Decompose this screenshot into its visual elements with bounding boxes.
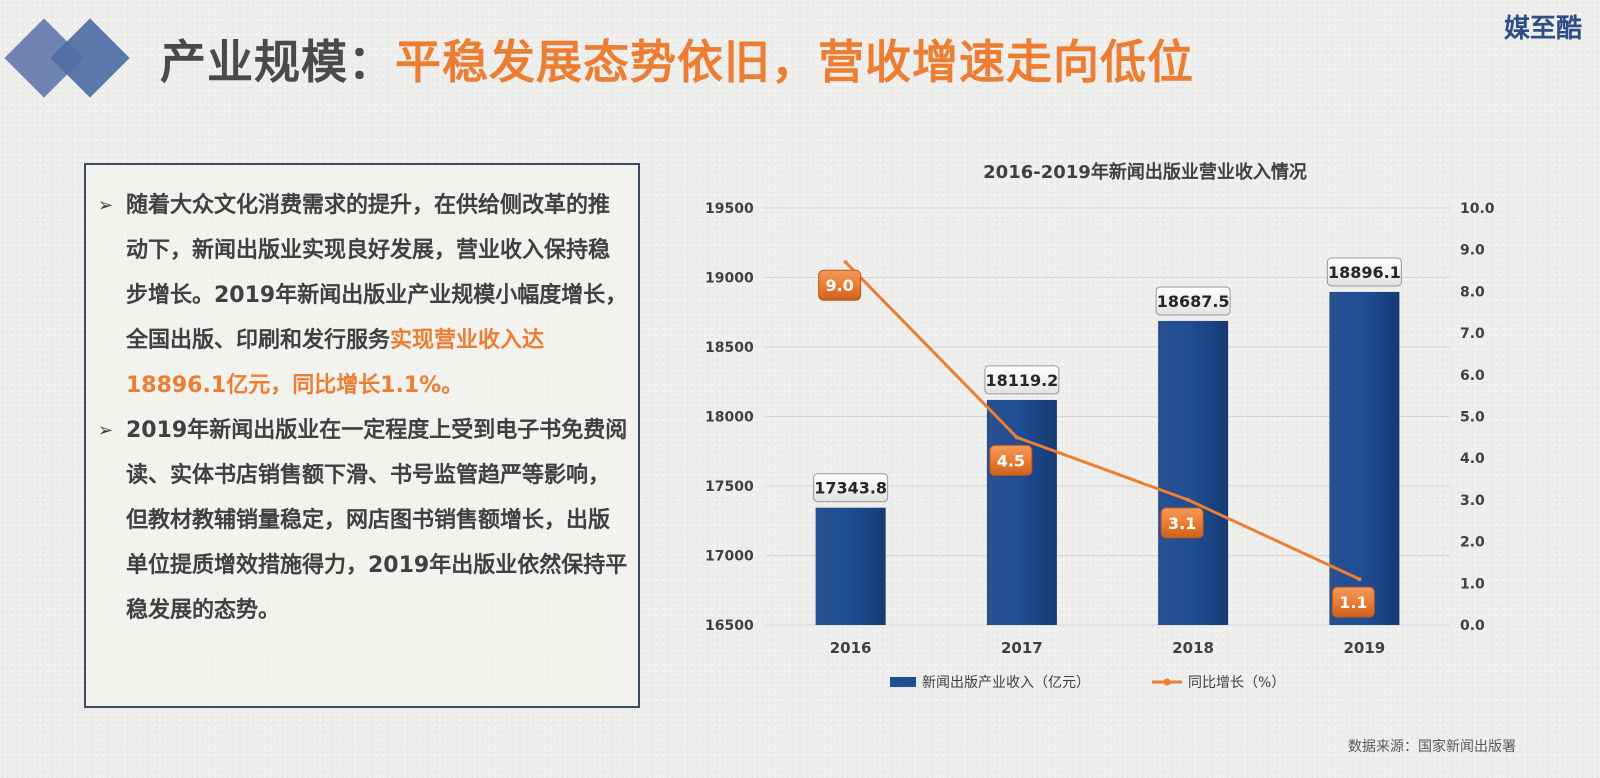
bar-value-label: 18119.2 [985, 371, 1058, 390]
y-left-tick-label: 19500 [705, 201, 754, 217]
growth-value-label: 9.0 [825, 276, 853, 295]
y-right-tick-label: 6.0 [1460, 368, 1485, 384]
bullet-item-1: ➢ 随着大众文化消费需求的提升，在供给侧改革的推动下，新闻出版业实现良好发展，营… [98, 183, 628, 408]
bar-value-label: 18687.5 [1157, 292, 1230, 311]
bar [1329, 291, 1400, 625]
page-title-accent: 平稳发展态势依旧，营收增速走向低位 [395, 35, 1194, 89]
y-left-tick-label: 17500 [705, 479, 754, 495]
legend-line-label: 同比增长（%） [1188, 675, 1285, 691]
bar-value-label: 17343.8 [814, 479, 887, 498]
bullet-arrow-icon: ➢ [98, 420, 114, 441]
bullet-1-text: 随着大众文化消费需求的提升，在供给侧改革的推动下，新闻出版业实现良好发展，营业收… [126, 183, 628, 408]
y-right-tick-label: 10.0 [1460, 201, 1495, 217]
x-tick-label: 2018 [1172, 639, 1214, 657]
growth-value-label-box [1160, 507, 1204, 539]
y-right-tick-label: 8.0 [1460, 284, 1485, 300]
chart-title: 2016-2019年新闻出版业营业收入情况 [983, 161, 1307, 183]
y-right-tick-label: 1.0 [1460, 576, 1485, 592]
legend-bar-swatch [890, 677, 916, 687]
y-right-tick-label: 7.0 [1460, 326, 1485, 342]
y-left-tick-label: 19000 [705, 271, 754, 287]
bar-value-label-box [984, 365, 1060, 395]
growth-point [843, 260, 848, 265]
bar [1158, 320, 1229, 625]
y-left-tick-label: 16500 [705, 618, 754, 634]
growth-value-label-box [818, 269, 862, 301]
growth-point [1186, 497, 1191, 502]
growth-value-label-box [989, 444, 1033, 476]
legend-line-marker [1163, 678, 1171, 686]
y-left-tick-label: 17000 [705, 549, 754, 565]
growth-value-label: 1.1 [1339, 593, 1367, 612]
bar-value-label-box [813, 473, 889, 503]
page-title: 产业规模：平稳发展态势依旧，营收增速走向低位 [160, 26, 1194, 92]
brand-label: 媒至酷 [1503, 14, 1582, 44]
bar [986, 399, 1057, 625]
y-left-tick-label: 18500 [705, 340, 754, 356]
revenue-chart-svg: 2016-2019年新闻出版业营业收入情况 17343.8 18119.2 1868… [705, 161, 1495, 691]
y-right-tick-label: 9.0 [1460, 243, 1485, 259]
growth-point [1014, 435, 1019, 440]
data-source: 数据来源：国家新闻出版署 [1348, 739, 1516, 755]
x-tick-label: 2019 [1344, 639, 1386, 657]
growth-value-label: 3.1 [1168, 514, 1196, 533]
bullet-arrow-icon: ➢ [98, 195, 114, 216]
y-right-tick-label: 3.0 [1460, 493, 1485, 509]
revenue-chart: 2016-2019年新闻出版业营业收入情况 17343.8 18119.2 1868… [650, 150, 1600, 730]
y-left-tick-label: 18000 [705, 410, 754, 426]
legend-bar-label: 新闻出版产业收入（亿元） [922, 675, 1090, 691]
x-tick-label: 2017 [1001, 639, 1043, 657]
bullet-1-plain: 随着大众文化消费需求的提升，在供给侧改革的推动下，新闻出版业实现良好发展，营业收… [126, 193, 628, 353]
bar [815, 507, 886, 625]
growth-value-label-box [1331, 586, 1375, 618]
growth-value-label: 4.5 [997, 451, 1025, 470]
logo-diamond-right [50, 18, 130, 98]
y-right-tick-label: 4.0 [1460, 451, 1485, 467]
y-right-tick-label: 0.0 [1460, 618, 1485, 634]
growth-point [1357, 577, 1362, 582]
page-title-prefix: 产业规模： [160, 35, 395, 89]
bullet-item-2: ➢ 2019年新闻出版业在一定程度上受到电子书免费阅读、实体书店销售额下滑、书号… [98, 408, 628, 633]
bar-value-label-box [1326, 257, 1402, 287]
bar-value-label: 18896.1 [1328, 263, 1401, 282]
y-right-tick-label: 5.0 [1460, 410, 1485, 426]
bullet-1-highlight: 实现营业收入达18896.1亿元，同比增长1.1%。 [126, 328, 545, 398]
logo-diamonds [0, 10, 130, 110]
bar-value-label-box [1155, 286, 1231, 316]
x-tick-label: 2016 [830, 639, 872, 657]
y-right-tick-label: 2.0 [1460, 535, 1485, 551]
summary-textbox: ➢ 随着大众文化消费需求的提升，在供给侧改革的推动下，新闻出版业实现良好发展，营… [84, 163, 640, 708]
growth-line [844, 261, 1361, 581]
bullet-2-text: 2019年新闻出版业在一定程度上受到电子书免费阅读、实体书店销售额下滑、书号监管… [126, 418, 628, 623]
